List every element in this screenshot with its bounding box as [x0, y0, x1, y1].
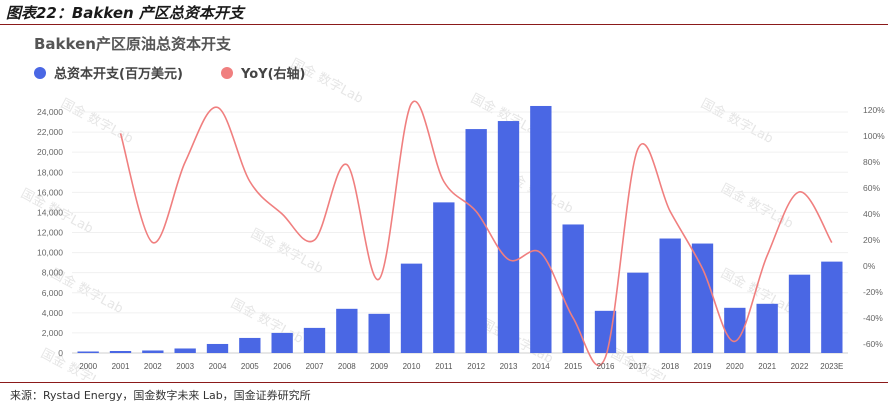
y-left-tick-label: 16,000 [37, 187, 63, 197]
x-tick-label: 2022 [791, 362, 809, 371]
bar-2005 [239, 337, 261, 353]
y-left-tick-label: 12,000 [37, 228, 63, 238]
y-left-tick-label: 0 [58, 348, 63, 358]
legend-bar-marker [34, 67, 46, 79]
y-right-tick-label: 40% [863, 209, 880, 219]
legend-line-marker [221, 67, 233, 79]
x-tick-label: 2010 [403, 362, 421, 371]
bar-2013 [497, 121, 520, 353]
y-left-tick-label: 4,000 [42, 308, 64, 318]
legend: 总资本开支(百万美元) YoY(右轴) [34, 66, 305, 82]
y-right-tick-label: -60% [863, 339, 883, 349]
x-axis: 2000 2001 2002 2003 2004 2005 2006 2007 2008 2009… [79, 362, 843, 371]
legend-bar-label: 总资本开支(百万美元) [54, 66, 183, 82]
bar-2003 [174, 348, 196, 353]
x-tick-label: 2016 [597, 362, 615, 371]
x-tick-label: 2014 [532, 362, 550, 371]
bar-2012 [465, 129, 487, 353]
bar-2002 [142, 350, 164, 353]
y-left-tick-label: 18,000 [37, 167, 63, 177]
bar-series [77, 105, 843, 353]
bar-2006 [271, 332, 293, 353]
x-tick-label: 2020 [726, 362, 744, 371]
y-left-tick-label: 2,000 [42, 328, 64, 338]
bar-2020 [724, 307, 746, 353]
x-tick-label: 2002 [144, 362, 162, 371]
y-left-tick-label: 22,000 [37, 127, 63, 137]
y-right-tick-label: 0% [863, 261, 876, 271]
x-tick-label: 2012 [467, 362, 485, 371]
x-tick-label: 2011 [435, 362, 453, 371]
bar-2017 [627, 272, 649, 353]
yoy-line [119, 100, 833, 367]
x-tick-label: 2005 [241, 362, 259, 371]
x-tick-label: 2021 [758, 362, 776, 371]
y-right-tick-label: 100% [863, 131, 885, 141]
bar-2008 [336, 308, 358, 353]
chart-title: Bakken产区原油总资本开支 [34, 35, 232, 53]
bar-2022 [788, 274, 811, 353]
x-tick-label: 2018 [661, 362, 679, 371]
x-tick-label: 2019 [694, 362, 712, 371]
x-tick-label: 2008 [338, 362, 356, 371]
y-right-tick-label: -40% [863, 313, 883, 323]
left-axis: 0 2,000 4,000 6,000 8,000 10,000 12,000 14,000 1… [37, 107, 63, 358]
source-note: 来源：Rystad Energy，国金数字未来 Lab，国金证券研究所 [10, 389, 311, 402]
gridlines [72, 111, 848, 354]
bar-2023E [821, 261, 843, 353]
x-tick-label: 2001 [112, 362, 130, 371]
bar-2021 [756, 303, 778, 353]
figure-title: 图表22：Bakken 产区总资本开支 [6, 4, 244, 22]
y-right-tick-label: 20% [863, 235, 880, 245]
bar-2009 [368, 313, 390, 353]
bar-2016 [594, 310, 617, 353]
y-right-tick-label: 120% [863, 105, 885, 115]
bar-2019 [691, 243, 714, 353]
bar-2014 [530, 105, 552, 353]
bar-2004 [206, 343, 229, 353]
x-tick-label: 2015 [564, 362, 582, 371]
x-tick-label: 2007 [306, 362, 324, 371]
x-tick-label: 2009 [370, 362, 388, 371]
x-tick-label: 2003 [176, 362, 194, 371]
top-rule [0, 24, 888, 25]
y-right-tick-label: 60% [863, 183, 880, 193]
bar-2015 [562, 224, 584, 353]
y-left-tick-label: 6,000 [42, 288, 64, 298]
y-left-tick-label: 14,000 [37, 207, 63, 217]
right-axis: -60% -40% -20% 0% 20% 40% 60% 80% 100% 120% [863, 105, 885, 349]
y-left-tick-label: 10,000 [37, 248, 63, 258]
legend-line-label: YoY(右轴) [240, 66, 305, 82]
bar-2018 [659, 238, 681, 353]
bar-2011 [433, 202, 455, 353]
bar-2010 [400, 263, 423, 353]
y-left-tick-label: 8,000 [42, 268, 64, 278]
x-tick-label: 2013 [500, 362, 518, 371]
x-tick-label: 2017 [629, 362, 647, 371]
x-tick-label: 2000 [79, 362, 97, 371]
y-right-tick-label: 80% [863, 157, 880, 167]
bar-2007 [303, 327, 326, 353]
y-right-tick-label: -20% [863, 287, 883, 297]
bar-2001 [109, 350, 132, 353]
bar-2000 [77, 351, 99, 353]
y-left-tick-label: 24,000 [37, 107, 63, 117]
x-tick-label: 2004 [209, 362, 227, 371]
x-tick-label: 2023E [820, 362, 843, 371]
x-tick-label: 2006 [273, 362, 291, 371]
bottom-rule [0, 382, 888, 383]
y-left-tick-label: 20,000 [37, 147, 63, 157]
